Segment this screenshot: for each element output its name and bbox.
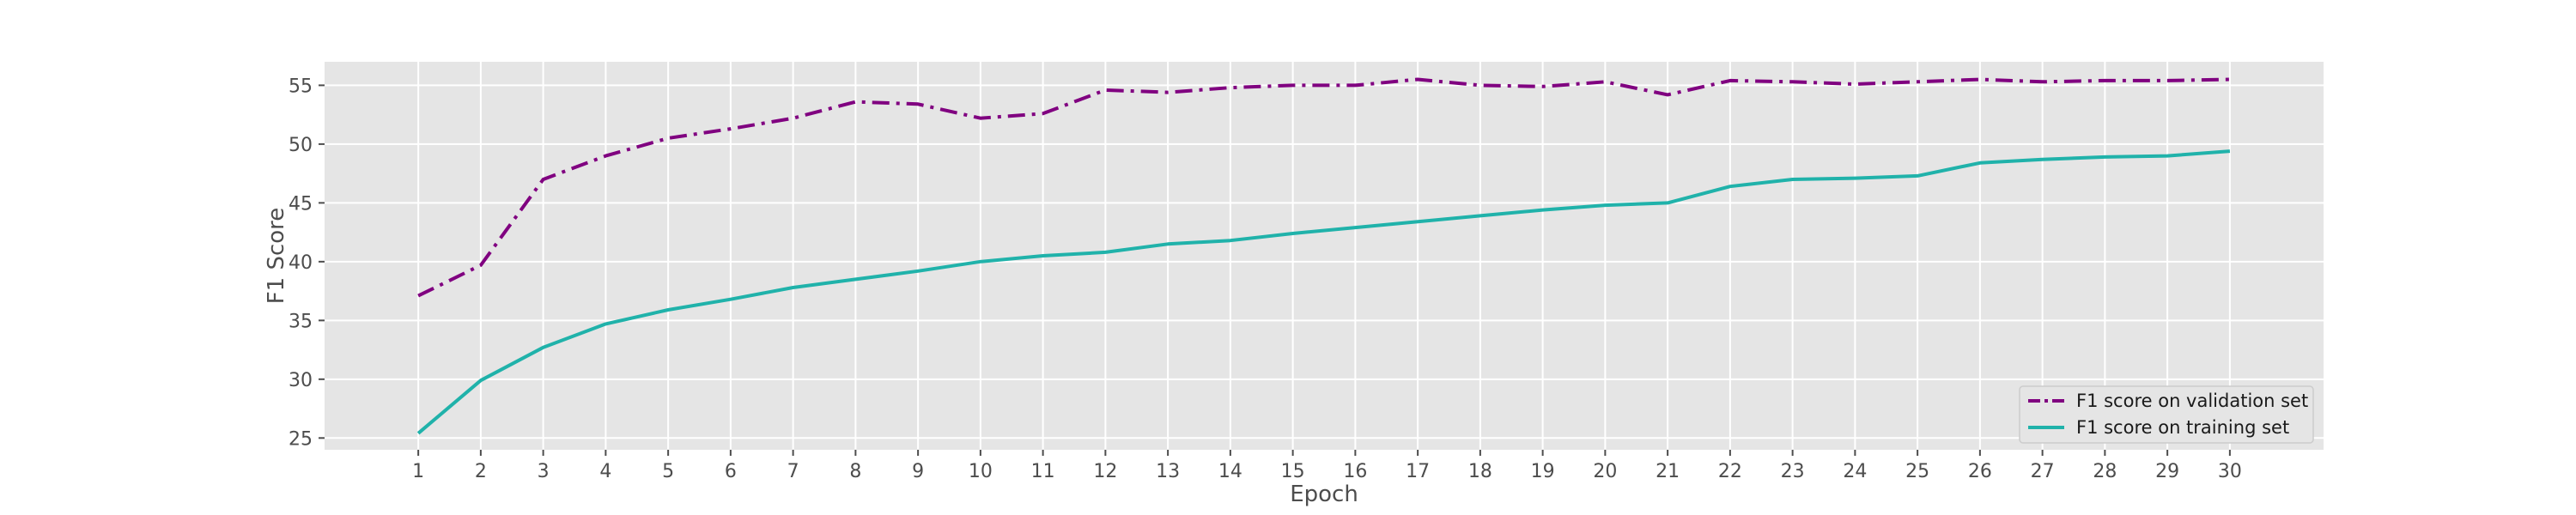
x-tick-label: 22: [1718, 461, 1742, 482]
y-tick-label: 50: [289, 135, 313, 156]
y-tick-label: 35: [289, 311, 313, 332]
axes: 1 2 3 4 5 6 7 8 9 10 11 12 13 14 15 16 17 18 19 20 21 22 23 24 2…: [289, 76, 2242, 482]
y-tick-label: 25: [289, 428, 313, 450]
legend-label-validation: F1 score on validation set: [2076, 391, 2308, 411]
y-tick-label: 40: [289, 252, 313, 274]
x-tick-label: 28: [2093, 461, 2117, 482]
x-tick-label: 30: [2218, 461, 2242, 482]
x-tick-label: 8: [849, 461, 861, 482]
x-tick-label: 2: [475, 461, 487, 482]
x-tick-label: 3: [538, 461, 550, 482]
legend: F1 score on validation set F1 score on t…: [2019, 385, 2314, 444]
y-axis-label: F1 Score: [264, 208, 289, 305]
plot-area: [325, 62, 2324, 450]
x-tick-label: 1: [412, 461, 424, 482]
x-tick-label: 16: [1343, 461, 1367, 482]
x-tick-label: 26: [1968, 461, 1992, 482]
x-axis-label: Epoch: [1290, 482, 1358, 507]
x-tick-label: 17: [1406, 461, 1430, 482]
validation-series-line: [417, 77, 2230, 298]
x-tick-label: 23: [1781, 461, 1805, 482]
x-tick-label: 21: [1656, 461, 1680, 482]
grid: [325, 62, 2324, 450]
series-lines: [416, 77, 2231, 435]
x-tick-label: 10: [969, 461, 993, 482]
x-tick-label: 13: [1156, 461, 1180, 482]
x-tick-label: 5: [662, 461, 674, 482]
x-tick-label: 11: [1031, 461, 1055, 482]
x-tick-label: 7: [787, 461, 799, 482]
x-tick-label: 27: [2031, 461, 2055, 482]
x-tick-label: 6: [725, 461, 737, 482]
x-tick-label: 15: [1281, 461, 1305, 482]
legend-label-training: F1 score on training set: [2076, 417, 2289, 438]
x-tick-label: 14: [1218, 461, 1242, 482]
y-tick-label: 45: [289, 193, 313, 215]
x-tick-label: 24: [1843, 461, 1867, 482]
x-tick-label: 18: [1468, 461, 1492, 482]
x-tick-label: 25: [1905, 461, 1929, 482]
x-tick-label: 29: [2155, 461, 2179, 482]
y-tick-label: 30: [289, 370, 313, 391]
x-tick-label: 12: [1093, 461, 1117, 482]
x-tick-label: 4: [599, 461, 611, 482]
x-tick-label: 9: [912, 461, 924, 482]
y-tick-label: 55: [289, 76, 313, 97]
legend-box: [2019, 385, 2314, 444]
x-tick-label: 19: [1531, 461, 1555, 482]
x-tick-label: 20: [1593, 461, 1617, 482]
training-series-line: [416, 149, 2231, 435]
